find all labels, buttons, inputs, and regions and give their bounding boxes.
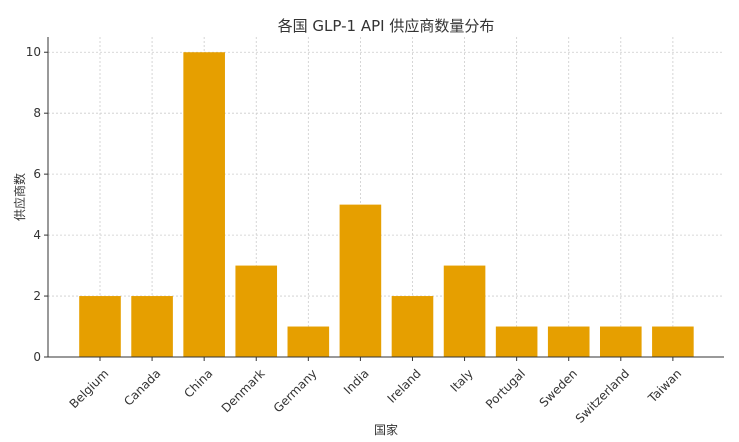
y-tick-label: 2: [33, 289, 41, 303]
bar-belgium: [79, 296, 121, 357]
x-tick-label: Ireland: [385, 366, 424, 405]
bar-taiwan: [652, 326, 694, 357]
x-tick-label: Canada: [121, 366, 163, 408]
y-tick-label: 4: [33, 228, 41, 242]
x-tick-label: India: [341, 366, 372, 397]
x-tick-label: Portugal: [483, 366, 528, 411]
x-tick-label: Taiwan: [645, 366, 684, 405]
x-tick-label: China: [181, 366, 215, 400]
x-axis-label: 国家: [374, 422, 398, 437]
y-tick-label: 6: [33, 167, 41, 181]
bar-italy: [443, 265, 486, 357]
y-axis-label: 供应商数: [12, 173, 27, 221]
bar-ireland: [391, 296, 434, 357]
bar-germany: [287, 326, 330, 357]
bar-switzerland: [600, 326, 642, 357]
bar-canada: [131, 296, 173, 357]
x-tick-label: Sweden: [537, 366, 580, 409]
bar-denmark: [235, 265, 278, 357]
x-tick-label: Belgium: [67, 366, 112, 411]
bar-china: [183, 52, 225, 357]
chart-title: 各国 GLP-1 API 供应商数量分布: [278, 17, 495, 35]
bar-sweden: [547, 326, 590, 357]
bar-layer: [79, 52, 694, 357]
x-tick-label: Germany: [271, 366, 320, 415]
y-tick-label: 8: [33, 106, 41, 120]
x-tick-label: Italy: [448, 366, 476, 394]
y-tick-label: 10: [26, 45, 41, 59]
y-tick-label: 0: [33, 350, 41, 364]
x-tick-label: Denmark: [219, 366, 268, 415]
x-tick-label: Switzerland: [573, 366, 632, 425]
bar-portugal: [495, 326, 538, 357]
bar-india: [339, 204, 382, 357]
